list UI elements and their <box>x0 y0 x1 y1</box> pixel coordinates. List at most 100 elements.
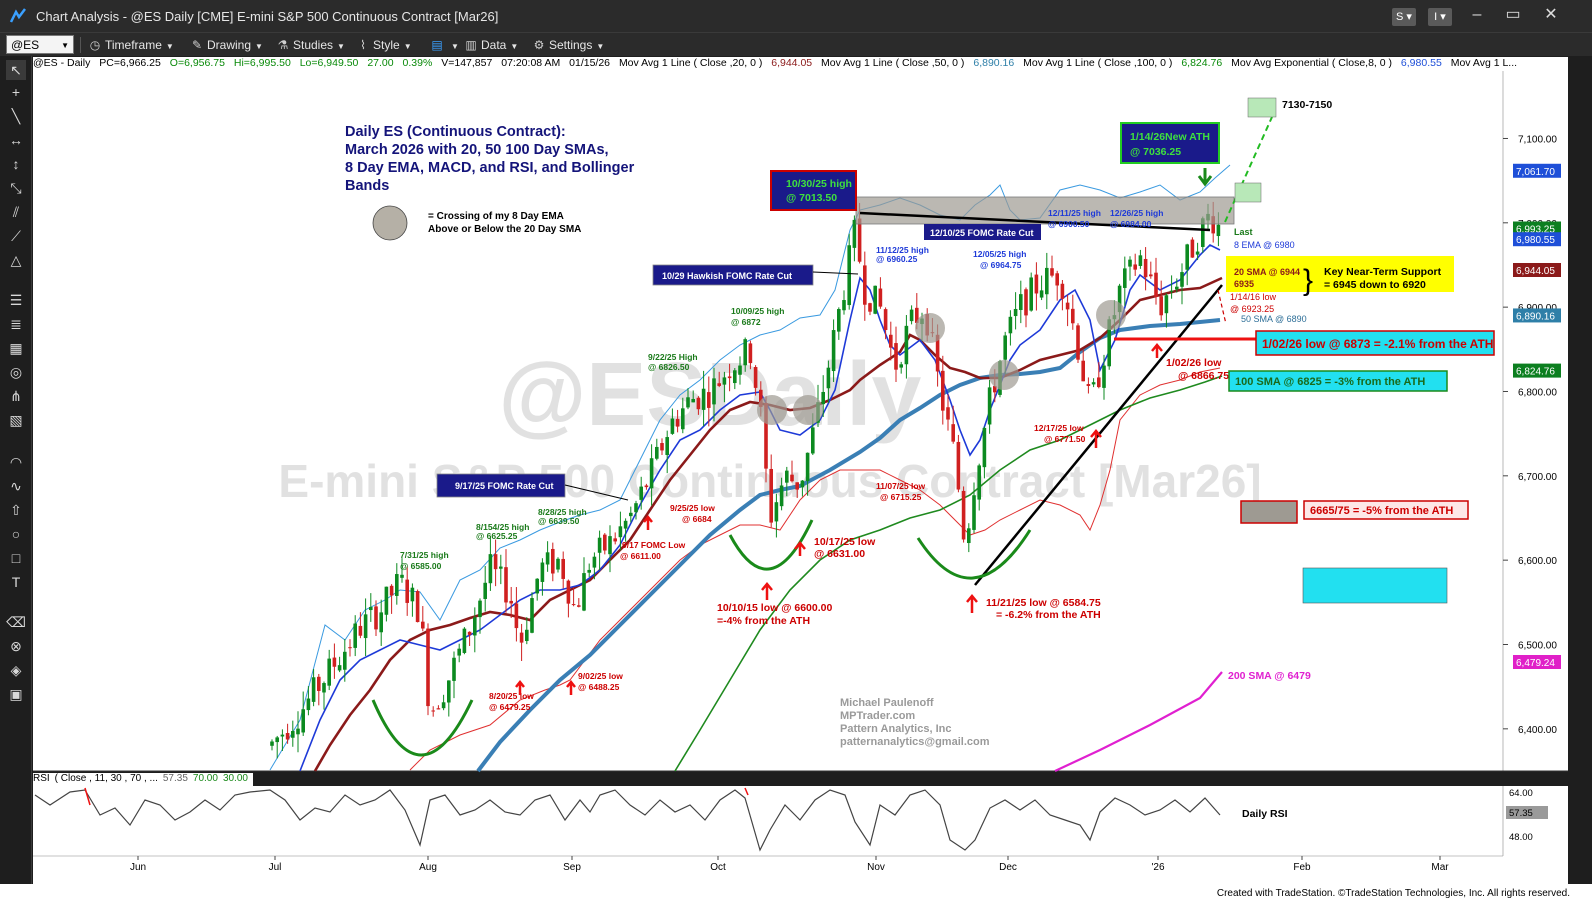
eraser-icon[interactable]: ⌫ <box>6 614 26 630</box>
target-zone-box <box>1302 567 1448 604</box>
candle <box>722 371 727 403</box>
speed-icon[interactable]: ▧ <box>9 412 23 428</box>
price-tag <box>1513 308 1561 323</box>
fib-ext-icon[interactable]: ≣ <box>10 316 22 332</box>
close-icon[interactable]: ✕ <box>1544 6 1558 23</box>
candle <box>473 607 477 653</box>
style-menu[interactable]: ⌇ Style ▼ <box>356 37 412 53</box>
candle <box>878 277 883 309</box>
candle <box>285 723 290 744</box>
hline-icon[interactable]: ↔ <box>9 132 23 148</box>
candle <box>873 285 877 315</box>
candle <box>665 430 669 474</box>
ellipse-icon[interactable]: ○ <box>11 526 21 542</box>
candle-body <box>514 603 519 629</box>
pointer-icon[interactable]: ↖ <box>6 60 26 80</box>
candle-body <box>639 486 643 500</box>
price-tag-label: 6,824.76 <box>1516 367 1555 378</box>
symbol-input[interactable]: @ES ▼ <box>6 35 74 54</box>
minimize-icon[interactable]: – <box>1472 6 1482 23</box>
triangle-icon[interactable]: △ <box>10 252 22 268</box>
svg-text:@ 6715.25: @ 6715.25 <box>880 492 922 502</box>
candle-body <box>1065 302 1070 310</box>
arc-icon[interactable]: ◠ <box>9 454 23 470</box>
gann-icon[interactable]: ◎ <box>9 364 23 380</box>
settings-menu[interactable]: ⚙ Settings ▼ <box>533 38 605 52</box>
time-axis[interactable] <box>33 856 1568 884</box>
sma20-label: 20 SMA @ 6944 <box>1234 267 1300 277</box>
info-ma20: Mov Avg 1 Line ( Close ,20, 0 ) <box>618 57 763 69</box>
candle-body <box>748 343 753 364</box>
candle-body <box>941 370 945 411</box>
rsi-axis[interactable] <box>1503 786 1568 856</box>
author-credit: Michael Paulenoff MPTrader.com Pattern A… <box>840 697 990 748</box>
i-button[interactable]: I ▾ <box>1428 8 1452 26</box>
candle-body <box>311 677 316 702</box>
info-ma20-val: 6,944.05 <box>771 57 813 69</box>
rectangle-icon[interactable]: □ <box>11 550 21 566</box>
candle <box>753 365 758 396</box>
rsi-pane[interactable] <box>33 786 1503 856</box>
low-arrow-icon <box>761 582 773 600</box>
trendline-icon[interactable]: ╲ <box>11 108 21 124</box>
candle-body <box>1034 274 1039 294</box>
ruler-icon[interactable]: ⟋ <box>11 228 21 244</box>
candle <box>852 215 857 262</box>
candle <box>1019 280 1023 324</box>
label-icon[interactable]: ▣ <box>9 686 23 702</box>
bottom-arc <box>371 699 474 757</box>
sma100-box-label: 100 SMA @ 6825 = -3% from the ATH <box>1235 376 1425 388</box>
candle-body <box>447 680 451 703</box>
candle-body <box>1216 224 1221 237</box>
ray-icon[interactable]: ⤡ <box>10 180 22 196</box>
timeframe-menu[interactable]: ◷ Timeframe ▼ <box>89 38 174 52</box>
candle <box>395 563 399 605</box>
channel-icon[interactable]: ⫽ <box>12 204 20 220</box>
svg-text:@ 6964.75: @ 6964.75 <box>980 260 1022 270</box>
candle <box>1086 377 1091 394</box>
curve-icon[interactable]: ∿ <box>10 478 22 494</box>
maximize-icon[interactable]: ▭ <box>1505 6 1521 23</box>
candle-body <box>1086 384 1091 386</box>
link-icon[interactable]: ⊗ <box>10 638 22 654</box>
layout-button[interactable]: ▤ ▼ <box>431 38 459 52</box>
studies-menu[interactable]: ⚗ Studies ▼ <box>277 38 345 52</box>
candle-body <box>982 427 987 468</box>
cross-icon[interactable]: + <box>11 84 21 100</box>
candle-body <box>634 503 638 513</box>
candle <box>467 631 472 646</box>
candle-body <box>795 482 799 490</box>
candle-body <box>1024 289 1028 316</box>
candle-body <box>582 573 586 611</box>
candle-body <box>1190 239 1195 258</box>
arrow-up-icon[interactable]: ⇧ <box>10 502 22 518</box>
candle <box>400 558 404 583</box>
text-icon[interactable]: T <box>11 574 21 590</box>
pitchfork-icon[interactable]: ⋔ <box>10 388 22 404</box>
price-tag-label: 6,944.05 <box>1516 266 1555 277</box>
candle-body <box>270 741 274 746</box>
toolbar: @ES ▼ ◷ Timeframe ▼ ✎ Drawing ▼ ⚗ Studies ▼ ⌇ St… <box>0 32 1592 56</box>
candle <box>1159 280 1163 321</box>
candle <box>1029 272 1033 312</box>
candle <box>686 388 690 410</box>
fib-icon[interactable]: ☰ <box>9 292 23 308</box>
candle-body <box>613 538 617 542</box>
fomc-1210-label: 12/10/25 FOMC Rate Cut <box>930 228 1034 238</box>
color-icon[interactable]: ◈ <box>10 662 22 678</box>
x-tick-label: Nov <box>867 862 885 873</box>
candle-body <box>577 605 581 607</box>
data-menu[interactable]: ▥ Data ▼ <box>465 38 519 52</box>
candle <box>488 537 493 591</box>
legend-note-line1: = Crossing of my 8 Day EMA <box>428 211 564 222</box>
candle-body <box>415 591 420 623</box>
drawing-menu[interactable]: ✎ Drawing ▼ <box>191 38 263 52</box>
fomc-1029-label: 10/29 Hawkish FOMC Rate Cut <box>662 271 792 281</box>
s-button[interactable]: S ▾ <box>1392 8 1416 26</box>
price-axis[interactable] <box>1503 71 1568 771</box>
candle-body <box>504 567 508 603</box>
candle-body <box>374 606 378 630</box>
grid-icon[interactable]: ▦ <box>9 340 23 356</box>
vline-icon[interactable]: ↕ <box>12 156 20 172</box>
